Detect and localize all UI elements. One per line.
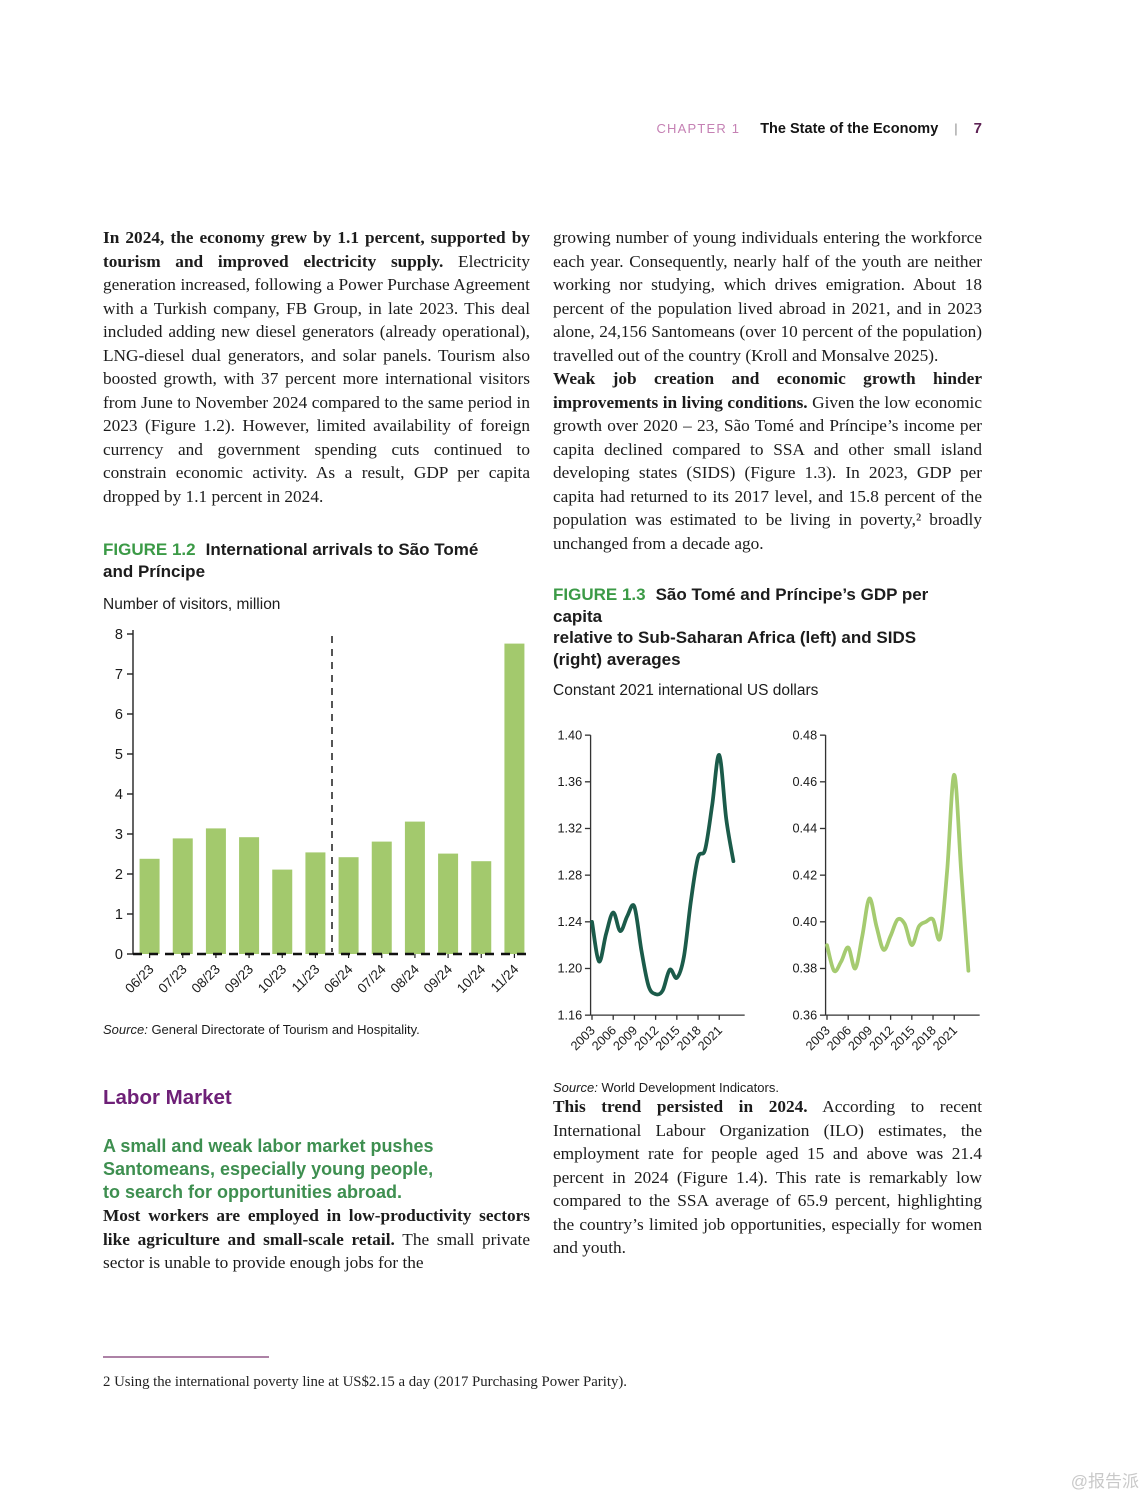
watermark: @报告派	[1070, 1472, 1139, 1491]
svg-text:5: 5	[115, 747, 123, 763]
figure-1-2-title: International arrivals to São Tomé and P…	[103, 540, 479, 581]
svg-text:3: 3	[115, 827, 123, 843]
figure-1-2-heading: FIGURE 1.2 International arrivals to São …	[103, 539, 530, 583]
svg-text:6: 6	[115, 707, 123, 723]
paragraph-lead: In 2024, the economy grew by 1.1 percent…	[103, 228, 530, 271]
chapter-title: The State of the Economy	[760, 121, 939, 137]
figure-1-3-heading: FIGURE 1.3 São Tomé and Príncipe’s GDP pe…	[553, 584, 982, 670]
svg-text:2021: 2021	[930, 1023, 960, 1053]
source-text: General Directorate of Tourism and Hospi…	[151, 1022, 420, 1037]
right-column: growing number of young individuals ente…	[553, 226, 982, 1275]
svg-text:06/24: 06/24	[321, 961, 356, 996]
figure-1-3-source: Source: World Development Indicators.	[553, 1080, 982, 1095]
svg-text:1.24: 1.24	[557, 915, 582, 929]
svg-text:0.38: 0.38	[792, 962, 817, 976]
page-header: CHAPTER 1 The State of the Economy | 7	[656, 120, 982, 137]
svg-text:11/23: 11/23	[289, 962, 323, 996]
paragraph-text: According to recent International Labour…	[553, 1097, 982, 1257]
paragraph-text: growing number of young individuals ente…	[553, 228, 982, 365]
svg-text:1.40: 1.40	[557, 728, 582, 742]
svg-text:11/24: 11/24	[488, 961, 522, 995]
svg-text:8: 8	[115, 627, 123, 643]
figure-1-3-axis-unit: Constant 2021 international US dollars	[553, 682, 819, 699]
source-label: Source:	[553, 1080, 598, 1095]
svg-text:07/23: 07/23	[155, 962, 190, 997]
header-separator: |	[954, 121, 958, 136]
svg-text:07/24: 07/24	[354, 961, 389, 996]
svg-text:1.28: 1.28	[557, 868, 582, 882]
svg-text:06/23: 06/23	[122, 962, 157, 997]
svg-text:0.44: 0.44	[792, 822, 817, 836]
page-number: 7	[973, 120, 982, 137]
paragraph-lead: Most workers are employed in low-product…	[103, 1206, 530, 1249]
section-heading-labor-market: Labor Market	[103, 1086, 232, 1109]
svg-text:0.42: 0.42	[792, 868, 817, 882]
two-column-body: In 2024, the economy grew by 1.1 percent…	[103, 226, 982, 1275]
svg-text:1.36: 1.36	[557, 775, 582, 789]
paragraph-text: Given the low economic growth over 2020 …	[553, 392, 982, 553]
figure-1-2-label: FIGURE 1.2	[103, 540, 196, 559]
svg-text:1.16: 1.16	[557, 1008, 582, 1022]
footnote-text: 2 Using the international poverty line a…	[103, 1372, 723, 1392]
svg-text:09/23: 09/23	[222, 962, 257, 997]
svg-text:09/24: 09/24	[421, 961, 456, 996]
svg-text:1.20: 1.20	[557, 962, 582, 976]
source-text: World Development Indicators.	[601, 1080, 779, 1095]
paragraph-weak-job-creation: Weak job creation and economic growth hi…	[553, 367, 982, 555]
paragraph-workforce-continuation: growing number of young individuals ente…	[553, 226, 982, 367]
svg-text:4: 4	[115, 787, 123, 803]
footnote-rule	[103, 1356, 269, 1358]
left-column: In 2024, the economy grew by 1.1 percent…	[103, 226, 531, 1275]
paragraph-trend-2024: This trend persisted in 2024. According …	[553, 1095, 982, 1260]
green-key-message: A small and weak labor market pushes San…	[103, 1136, 434, 1202]
paragraph-lead: Weak job creation and economic growth hi…	[553, 369, 982, 412]
gdp-vs-ssa-line-chart: 1.161.201.241.281.321.361.40200320062009…	[557, 728, 745, 1053]
svg-text:7: 7	[115, 667, 123, 683]
paragraph-lead: This trend persisted in 2024.	[553, 1097, 808, 1116]
svg-text:0.48: 0.48	[792, 728, 817, 742]
footnote-block: 2 Using the international poverty line a…	[103, 1356, 723, 1392]
paragraph-workers: Most workers are employed in low-product…	[103, 1204, 530, 1275]
svg-text:2021: 2021	[695, 1023, 725, 1053]
source-label: Source:	[103, 1022, 148, 1037]
paragraph-economy-growth: In 2024, the economy grew by 1.1 percent…	[103, 226, 530, 508]
svg-text:08/24: 08/24	[388, 961, 423, 996]
svg-text:10/24: 10/24	[454, 961, 489, 996]
gdp-vs-sids-line-chart: 0.360.380.400.420.440.460.48200320062009…	[792, 728, 980, 1053]
svg-text:0.36: 0.36	[792, 1008, 817, 1022]
svg-text:0.40: 0.40	[792, 915, 817, 929]
paragraph-text: Electricity generation increased, follow…	[103, 251, 530, 506]
figure-1-3-label: FIGURE 1.3	[553, 585, 646, 604]
svg-text:0: 0	[115, 947, 123, 963]
figure-1-2-source: Source: General Directorate of Tourism a…	[103, 1022, 530, 1037]
figure-1-3-panels: 1.16 1.20 1.24 1.28 1.32 1.36 1.40 2003 2006 2009…	[553, 717, 982, 1069]
svg-text:08/23: 08/23	[189, 962, 224, 997]
chapter-label: CHAPTER 1	[656, 121, 741, 136]
figure-1-2-axis-unit: Number of visitors, million	[103, 596, 281, 613]
svg-text:10/23: 10/23	[255, 962, 290, 997]
svg-text:0.46: 0.46	[792, 775, 817, 789]
paragraph-text: The small private sector is unable to pr…	[103, 1229, 530, 1273]
footnote-body: Using the international poverty line at …	[114, 1374, 627, 1390]
svg-text:1: 1	[115, 907, 123, 923]
svg-text:2: 2	[115, 867, 123, 883]
footnote-number: 2	[103, 1374, 111, 1390]
svg-text:1.32: 1.32	[557, 822, 582, 836]
figure-1-3-title: São Tomé and Príncipe’s GDP per capita r…	[553, 585, 929, 669]
